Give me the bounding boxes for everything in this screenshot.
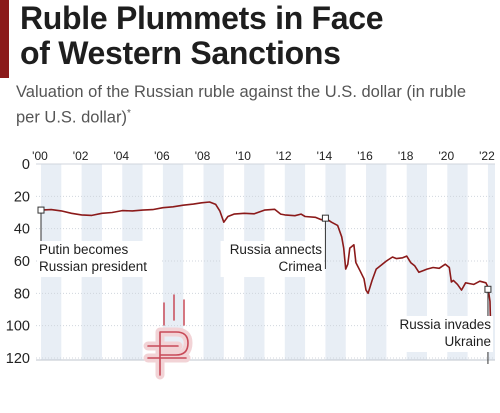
x-axis-ticks: '00 '02 '04 '06 '08 '10 '12 '14 '16 '18 '20 '22 xyxy=(32,149,495,163)
annotation-label-background xyxy=(37,241,162,277)
background-band xyxy=(325,164,346,360)
background-band xyxy=(162,164,184,360)
accent-bar xyxy=(0,0,9,78)
annotation-label: Putin becomes xyxy=(39,242,129,257)
x-tick-label: '20 xyxy=(438,149,454,163)
chart-gridlines xyxy=(36,163,495,361)
y-tick-label: 100 xyxy=(6,319,30,335)
chart-series xyxy=(40,201,492,342)
annotation-marker xyxy=(321,214,329,222)
annotation-label-background xyxy=(220,241,324,277)
x-tick-label: '18 xyxy=(398,149,414,163)
x-tick-label: '02 xyxy=(73,149,89,163)
falling-ruble-icon xyxy=(143,294,193,380)
background-band xyxy=(487,164,495,360)
annotation-label: Russian president xyxy=(39,259,147,274)
background-band xyxy=(406,164,427,360)
annotation-label: Russia invades xyxy=(399,317,491,332)
x-tick-label: '22 xyxy=(479,149,495,163)
y-tick-label: 40 xyxy=(14,222,30,238)
y-tick-label: 60 xyxy=(14,254,30,270)
subtitle-text: Valuation of the Russian ruble against t… xyxy=(16,83,467,127)
x-tick-label: '10 xyxy=(235,149,251,163)
y-tick-label: 80 xyxy=(14,286,30,302)
ruble-icon xyxy=(147,331,189,376)
x-tick-label: '08 xyxy=(195,149,211,163)
annotation-label: Russia annects xyxy=(230,242,323,257)
x-tick-label: '12 xyxy=(276,149,292,163)
annotation-marker xyxy=(484,285,492,293)
x-tick-label: '14 xyxy=(317,149,333,163)
x-tick-label: '00 xyxy=(32,149,48,163)
background-band xyxy=(447,164,468,360)
annotation-label: Crimea xyxy=(278,259,322,274)
x-tick-label: '06 xyxy=(154,149,170,163)
series-line xyxy=(40,201,492,342)
y-axis-ticks: 0 20 40 60 80 100 120 xyxy=(6,157,30,367)
chart-title: Ruble Plummets in Face of Western Sancti… xyxy=(20,0,384,71)
background-band xyxy=(366,164,387,360)
annotation-marker xyxy=(37,206,45,214)
background-band xyxy=(203,164,224,360)
y-tick-label: 120 xyxy=(6,351,30,367)
y-tick-label: 0 xyxy=(22,157,30,173)
x-tick-label: '16 xyxy=(357,149,373,163)
subtitle-footnote-marker: * xyxy=(126,108,131,119)
y-tick-label: 20 xyxy=(14,189,30,205)
chart-subtitle: Valuation of the Russian ruble against t… xyxy=(16,82,486,129)
annotation-label: Ukraine xyxy=(444,334,491,349)
chart-annotations: Putin becomes Russian president Russia ann… xyxy=(37,206,493,364)
annotation-label-background xyxy=(389,316,493,352)
x-tick-label: '04 xyxy=(113,149,129,163)
